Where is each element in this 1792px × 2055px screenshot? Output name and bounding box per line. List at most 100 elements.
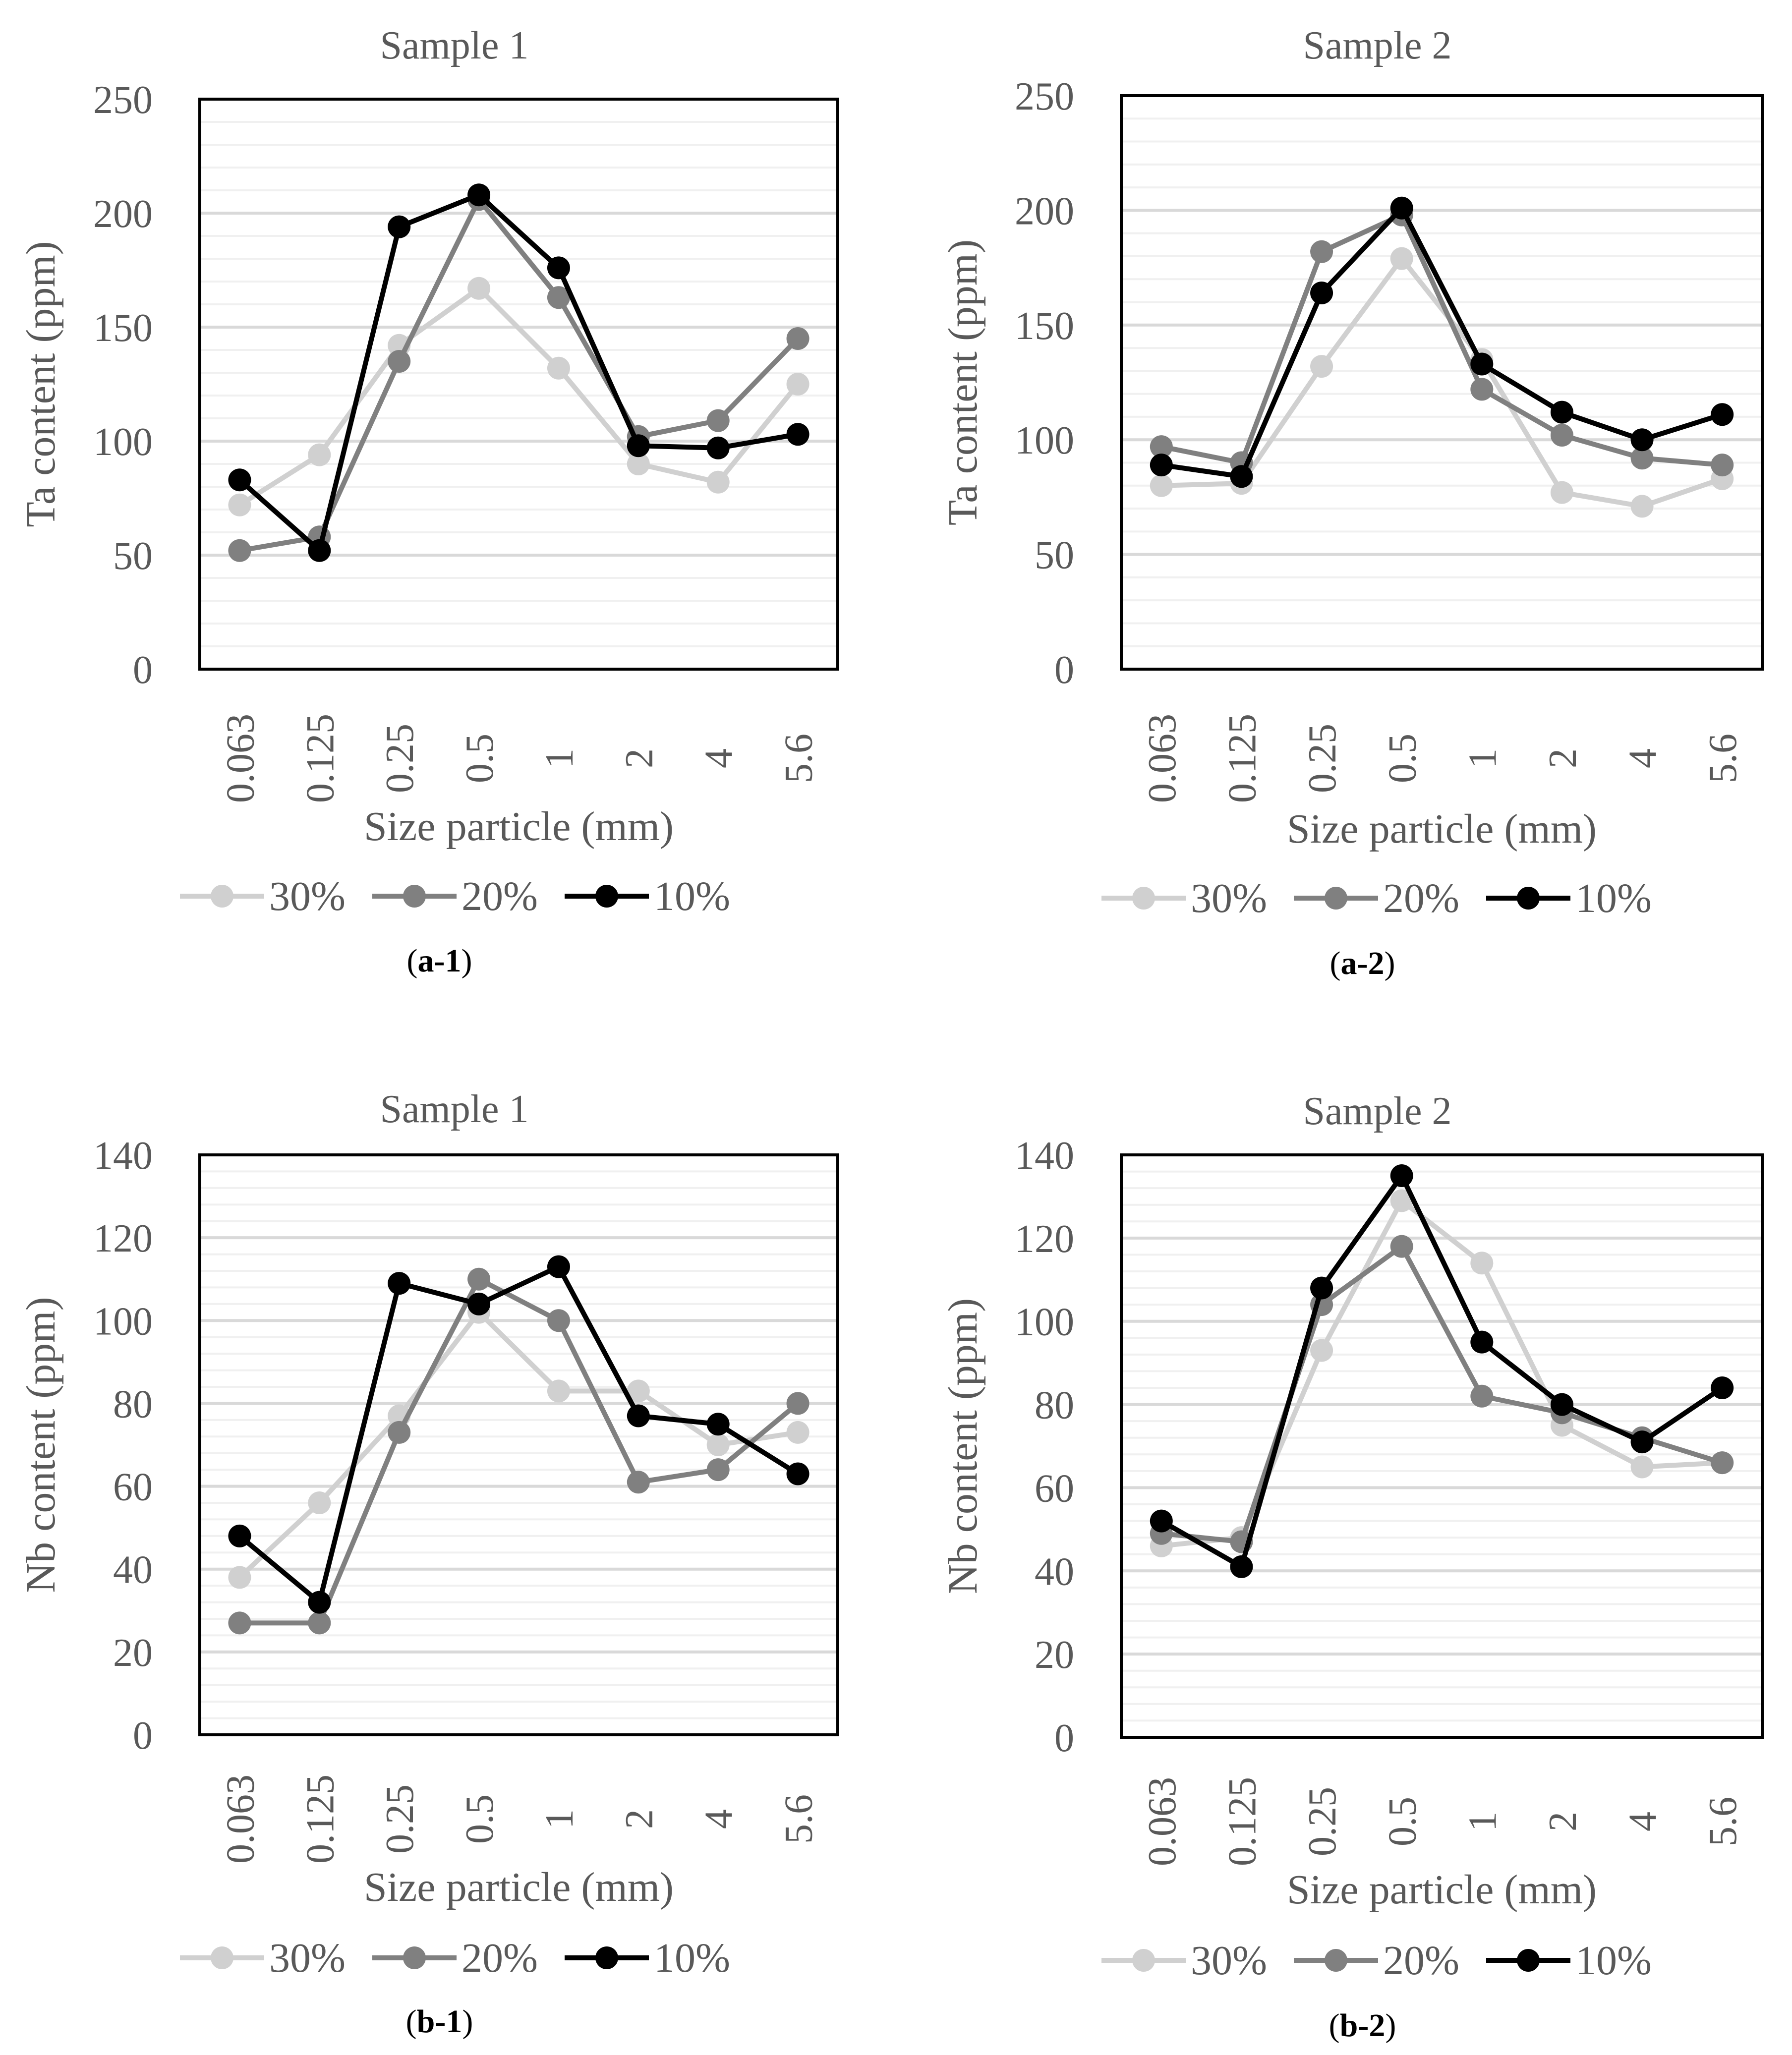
legend-item-20pct: 20%: [1294, 1938, 1459, 1984]
y-tick-label: 150: [1015, 304, 1074, 348]
y-tick-label: 60: [113, 1466, 153, 1509]
data-point: [787, 1392, 809, 1415]
legend-label: 30%: [1191, 875, 1267, 921]
y-tick-label: 250: [1015, 75, 1074, 118]
chart-panel-a-1: 0 50 100 150 200 250 0.063 0.125 0.25 0.5 1 2 4 5.6 Sa…: [18, 24, 838, 979]
legend-marker: [1325, 1949, 1347, 1972]
legend-item-10pct: 10%: [565, 873, 730, 919]
legend-label: 20%: [1383, 875, 1459, 921]
y-tick-label: 100: [1015, 1301, 1074, 1344]
y-tick-label: 0: [1054, 648, 1074, 692]
plot-area: [200, 99, 838, 669]
x-tick-label: 0.125: [298, 714, 342, 803]
x-tick-label: 5.6: [1701, 734, 1745, 783]
data-point: [1390, 1164, 1413, 1187]
x-tick-label: 0.25: [1301, 1787, 1344, 1856]
legend-item-20pct: 20%: [1294, 875, 1459, 921]
data-point: [467, 183, 490, 206]
legend-item-20pct: 20%: [372, 1935, 538, 1981]
data-point: [1230, 465, 1253, 488]
data-point: [467, 1293, 490, 1315]
data-point: [1230, 1555, 1253, 1578]
legend-label: 20%: [1383, 1938, 1459, 1984]
legend-label: 20%: [462, 873, 538, 919]
legend-item-10pct: 10%: [1486, 875, 1652, 921]
caption-open: (: [1329, 2007, 1340, 2044]
data-point: [787, 327, 809, 350]
x-tick-label: 0.25: [378, 1784, 422, 1854]
data-point: [547, 1256, 570, 1278]
data-point: [547, 1379, 570, 1402]
y-tick-label: 40: [113, 1548, 153, 1592]
x-tick-label: 5.6: [1701, 1797, 1745, 1846]
legend-marker: [1132, 1949, 1155, 1972]
data-point: [1470, 1331, 1493, 1354]
data-point: [1631, 428, 1654, 451]
data-point: [1150, 1510, 1173, 1533]
y-tick-label: 20: [1035, 1633, 1074, 1677]
legend-marker: [1325, 887, 1347, 910]
legend-item-30pct: 30%: [180, 873, 346, 919]
data-point: [308, 539, 331, 562]
x-tick-label: 0.063: [219, 714, 262, 803]
data-point: [1470, 378, 1493, 400]
y-tick-label: 200: [1015, 189, 1074, 233]
data-point: [1631, 495, 1654, 517]
legend-item-10pct: 10%: [565, 1935, 730, 1981]
x-tick-label: 0.5: [458, 1794, 502, 1844]
data-point: [1310, 1277, 1333, 1300]
plot-area: [1121, 96, 1762, 669]
x-tick-label: 0.25: [378, 724, 422, 793]
data-point: [627, 1471, 650, 1493]
x-tick-label: 2: [618, 748, 661, 768]
data-point: [627, 1405, 650, 1427]
data-point: [228, 1525, 251, 1547]
x-tick-label: 4: [697, 1809, 741, 1829]
panel-caption: (a-2): [1330, 945, 1395, 981]
legend-label: 10%: [654, 1935, 730, 1981]
data-point: [1150, 474, 1173, 497]
data-point: [1310, 282, 1333, 304]
data-point: [1470, 1252, 1493, 1274]
y-axis-title: Nb content (ppm): [18, 1297, 64, 1593]
x-tick-label: 2: [1541, 1812, 1585, 1831]
data-point: [308, 1491, 331, 1514]
caption-label: a-1: [418, 943, 462, 979]
data-point: [707, 1458, 730, 1481]
data-point: [1551, 424, 1573, 447]
caption-close: ): [1385, 2007, 1396, 2044]
caption-open: (: [1330, 945, 1341, 981]
caption-label: b-2: [1340, 2007, 1386, 2044]
data-point: [1631, 1430, 1654, 1453]
data-point: [1711, 1376, 1734, 1399]
x-tick-label: 4: [1621, 748, 1665, 768]
y-tick-label: 100: [93, 420, 153, 464]
y-tick-label: 120: [1015, 1217, 1074, 1261]
legend-marker: [1132, 887, 1155, 910]
y-tick-label: 50: [113, 534, 153, 578]
data-point: [547, 1309, 570, 1332]
data-point: [627, 434, 650, 457]
chart-panel-a-2: 0 50 100 150 200 250 0.063 0.125 0.25 0.5 1 2 4 5.6 Sa…: [940, 24, 1762, 981]
data-point: [228, 494, 251, 516]
legend-label: 30%: [1191, 1938, 1267, 1984]
data-point: [1551, 401, 1573, 424]
figure: 0501001502002500.063 0.125 0.25 0.5 1 2 4 5.6Sa…: [0, 0, 1792, 2055]
y-axis-title: Ta content (ppm): [18, 241, 64, 527]
data-point: [707, 409, 730, 432]
data-point: [467, 1268, 490, 1291]
data-point: [228, 1611, 251, 1634]
y-tick-label: 120: [93, 1217, 153, 1260]
y-tick-label: 40: [1035, 1550, 1074, 1594]
data-point: [228, 539, 251, 562]
x-tick-label: 0.125: [1220, 1777, 1264, 1866]
x-tick-label: 0.063: [1141, 1777, 1184, 1866]
y-tick-label: 250: [93, 78, 153, 122]
legend-marker: [211, 1946, 233, 1969]
caption-close: ): [461, 943, 472, 979]
legend-marker: [211, 885, 233, 908]
data-point: [1711, 1451, 1734, 1474]
x-tick-label: 1: [1461, 748, 1504, 768]
data-point: [1310, 240, 1333, 263]
y-tick-label: 150: [93, 306, 153, 350]
